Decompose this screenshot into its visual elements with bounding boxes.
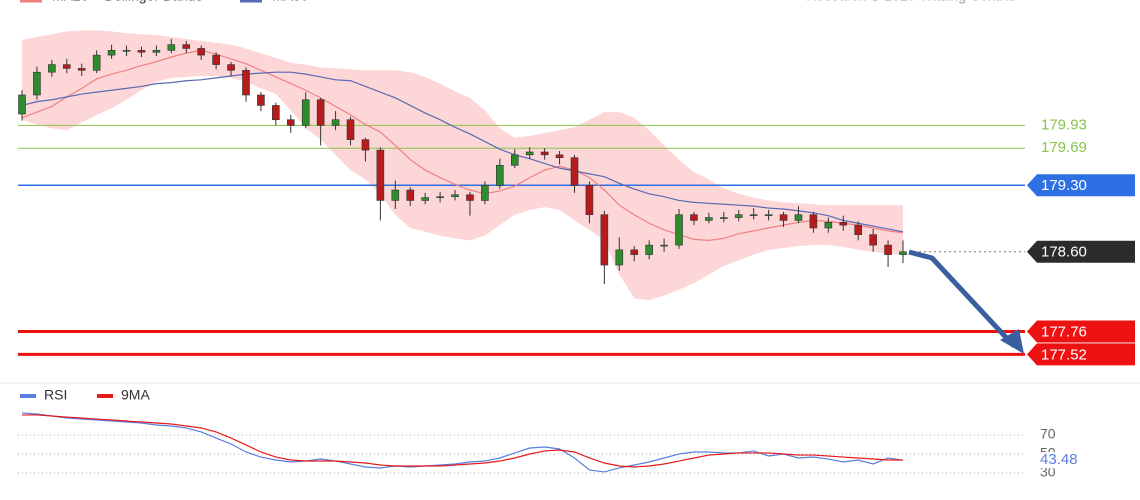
candle-body bbox=[779, 214, 788, 221]
candle-body bbox=[436, 196, 444, 198]
moving-average-line bbox=[21, 71, 904, 233]
candle-body bbox=[122, 50, 131, 52]
last-value-bg bbox=[1038, 452, 1088, 469]
candle-body bbox=[346, 119, 355, 140]
candle-body bbox=[570, 157, 579, 186]
legend-label: MA20 + Bollinger Bands bbox=[52, 0, 203, 4]
forecast-arrow bbox=[908, 249, 1016, 348]
credit: Research © 2020 Trading Central bbox=[806, 0, 1015, 4]
y-tick-label: 70 bbox=[1040, 426, 1056, 442]
level-label: 178.60 bbox=[1041, 244, 1087, 261]
candle-body bbox=[316, 99, 325, 126]
candle-body bbox=[182, 44, 191, 49]
candle-body bbox=[734, 214, 743, 218]
candle-body bbox=[331, 119, 340, 126]
candle-body bbox=[615, 249, 624, 266]
legend-label: RSI bbox=[44, 387, 67, 403]
last-value-label: 43.48 bbox=[1040, 451, 1078, 468]
legend-label: 9MA bbox=[121, 387, 150, 403]
candle-body bbox=[391, 189, 400, 201]
candle-body bbox=[510, 154, 519, 166]
candle-body bbox=[899, 251, 907, 255]
level-label: 179.69 bbox=[1041, 139, 1087, 156]
forecast-arrow-head bbox=[1000, 329, 1024, 354]
level-label-box bbox=[1027, 320, 1135, 343]
candle-body bbox=[839, 222, 848, 226]
candle-body bbox=[197, 48, 205, 56]
candle-body bbox=[48, 64, 56, 73]
candle-body bbox=[62, 64, 71, 69]
candle-body bbox=[809, 214, 818, 229]
candle-body bbox=[77, 68, 86, 71]
candle-body bbox=[764, 214, 773, 216]
level-label-box bbox=[1027, 240, 1135, 263]
indicator-line bbox=[22, 414, 903, 468]
legend-label: MA50 bbox=[272, 0, 309, 4]
level-label: 177.76 bbox=[1041, 324, 1087, 341]
candle-body bbox=[376, 149, 385, 201]
candle-body bbox=[824, 222, 833, 229]
candle-body bbox=[257, 94, 265, 106]
candle-body bbox=[585, 184, 594, 216]
candle-body bbox=[600, 214, 609, 266]
candle-body bbox=[884, 244, 892, 255]
candle-body bbox=[525, 151, 534, 156]
candle-body bbox=[152, 50, 161, 53]
candle-body bbox=[496, 165, 504, 186]
candle-body bbox=[33, 71, 41, 96]
candle-body bbox=[660, 244, 668, 247]
candle-body bbox=[630, 249, 639, 255]
bollinger-band bbox=[22, 30, 903, 301]
candle-body bbox=[242, 70, 250, 96]
indicator-line bbox=[21, 412, 904, 473]
level-label: 177.52 bbox=[1041, 346, 1087, 363]
candle-body bbox=[227, 64, 235, 71]
candle-body bbox=[406, 189, 415, 201]
candle-body bbox=[18, 94, 26, 115]
candle-body bbox=[675, 214, 683, 246]
candle-body bbox=[540, 151, 549, 156]
candle-body bbox=[720, 217, 728, 219]
candle-body bbox=[451, 194, 459, 197]
candle-body bbox=[854, 224, 863, 235]
candle-body bbox=[466, 194, 474, 201]
candle-body bbox=[212, 54, 220, 65]
candle-body bbox=[167, 44, 176, 51]
candle-body bbox=[301, 99, 310, 126]
candle-body bbox=[705, 217, 713, 221]
level-label: 179.93 bbox=[1041, 116, 1087, 133]
moving-average-line bbox=[21, 49, 904, 241]
candle-body bbox=[272, 105, 280, 120]
level-label-box bbox=[1027, 174, 1135, 197]
candle-body bbox=[794, 214, 803, 221]
candle-body bbox=[869, 234, 877, 246]
candle-body bbox=[749, 214, 758, 216]
candle-body bbox=[645, 244, 653, 255]
candle-body bbox=[690, 214, 698, 221]
candle-body bbox=[421, 197, 429, 201]
level-label-box bbox=[1027, 343, 1135, 366]
candle-body bbox=[107, 50, 116, 56]
candle-body bbox=[286, 119, 295, 126]
candle-body bbox=[137, 50, 146, 53]
candle-body bbox=[481, 184, 489, 201]
candle-body bbox=[555, 154, 564, 159]
candle-body bbox=[361, 139, 370, 151]
candle-body bbox=[92, 54, 101, 71]
level-label: 179.30 bbox=[1041, 177, 1087, 194]
